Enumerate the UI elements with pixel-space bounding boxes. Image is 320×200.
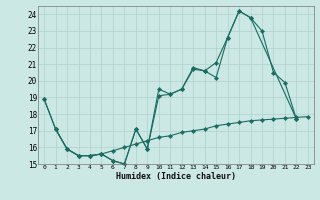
X-axis label: Humidex (Indice chaleur): Humidex (Indice chaleur)	[116, 172, 236, 181]
